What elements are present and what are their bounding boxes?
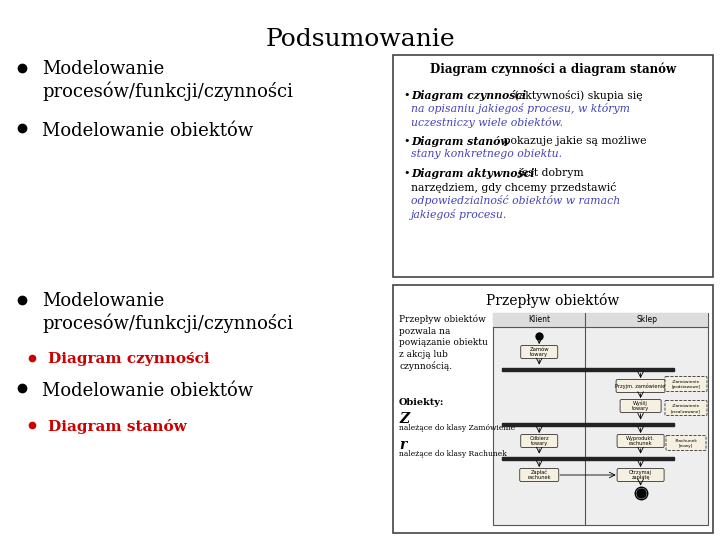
Text: pokazuje jakie są możliwe: pokazuje jakie są możliwe: [500, 136, 647, 146]
Text: jakiegoś procesu.: jakiegoś procesu.: [411, 209, 508, 220]
Text: Diagram stanów: Diagram stanów: [411, 136, 510, 147]
Text: Wyślij
towary: Wyślij towary: [632, 401, 649, 411]
FancyBboxPatch shape: [616, 380, 665, 393]
Text: [podstawowe]: [podstawowe]: [672, 385, 701, 389]
Text: :Zamówienie: :Zamówienie: [672, 380, 700, 384]
FancyBboxPatch shape: [520, 469, 559, 482]
Text: na opisaniu jakiegoś procesu, w którym: na opisaniu jakiegoś procesu, w którym: [411, 104, 630, 114]
FancyBboxPatch shape: [665, 401, 707, 415]
Text: uczestniczy wiele obiektów.: uczestniczy wiele obiektów.: [411, 117, 563, 128]
Text: Z: Z: [399, 412, 409, 426]
FancyBboxPatch shape: [665, 376, 707, 392]
Text: Diagram czynności a diagram stanów: Diagram czynności a diagram stanów: [430, 63, 676, 77]
Text: należące do klasy Rachunek: należące do klasy Rachunek: [399, 450, 507, 458]
Bar: [502, 456, 674, 460]
Text: Otrzymaj
zapłatę: Otrzymaj zapłatę: [629, 470, 652, 480]
Text: Zamów
towary: Zamów towary: [529, 347, 549, 357]
Text: Podsumowanie: Podsumowanie: [265, 28, 455, 51]
FancyBboxPatch shape: [666, 435, 706, 450]
Bar: [393, 285, 713, 533]
Text: Wyprodukt.
rachunek: Wyprodukt. rachunek: [626, 436, 655, 446]
Text: Modelowanie
procesów/funkcji/czynności: Modelowanie procesów/funkcji/czynności: [42, 292, 293, 333]
Text: r: r: [399, 438, 406, 452]
Text: Modelowanie obiektów: Modelowanie obiektów: [42, 122, 253, 140]
Bar: [493, 313, 708, 525]
Text: :Zamówienie: :Zamówienie: [672, 404, 700, 408]
FancyBboxPatch shape: [620, 400, 661, 413]
Text: odpowiedzialność obiektów w ramach: odpowiedzialność obiektów w ramach: [411, 195, 620, 206]
Text: Obiekty:: Obiekty:: [399, 398, 444, 407]
Text: Diagram czynności: Diagram czynności: [48, 352, 210, 366]
Text: :Rachunek: :Rachunek: [675, 439, 698, 443]
Text: Przepływ obiektów
pozwala na
powiązanie obiektu
z akcją lub
czynnością.: Przepływ obiektów pozwala na powiązanie …: [399, 315, 488, 372]
Text: Przepływ obiektów: Przepływ obiektów: [487, 293, 620, 308]
Text: Diagram stanów: Diagram stanów: [48, 419, 186, 434]
FancyBboxPatch shape: [521, 346, 558, 359]
Text: Klient: Klient: [528, 315, 550, 325]
Text: [zrealizowane]: [zrealizowane]: [671, 409, 701, 413]
Bar: [393, 55, 713, 277]
Bar: [502, 368, 674, 370]
Text: Sklep: Sklep: [636, 315, 657, 325]
Text: Modelowanie obiektów: Modelowanie obiektów: [42, 382, 253, 400]
Bar: [493, 313, 708, 327]
Text: Modelowanie
procesów/funkcji/czynności: Modelowanie procesów/funkcji/czynności: [42, 60, 293, 102]
Text: •: •: [403, 168, 410, 178]
Text: •: •: [403, 90, 410, 100]
Text: Diagram czynności: Diagram czynności: [411, 90, 526, 101]
Bar: [502, 422, 674, 426]
Text: jest dobrym: jest dobrym: [515, 168, 584, 178]
Text: Przyjm. zamówienie: Przyjm. zamówienie: [616, 383, 666, 389]
FancyBboxPatch shape: [617, 435, 664, 448]
Text: narzędziem, gdy chcemy przedstawić: narzędziem, gdy chcemy przedstawić: [411, 182, 616, 193]
Text: Zapłać
rachunek: Zapłać rachunek: [528, 470, 551, 481]
Text: •: •: [403, 136, 410, 146]
Text: [nowy]: [nowy]: [679, 444, 693, 448]
Text: Odbierz
towary: Odbierz towary: [529, 436, 549, 446]
Text: stany konkretnego obiektu.: stany konkretnego obiektu.: [411, 150, 562, 159]
Text: Diagram aktywności: Diagram aktywności: [411, 168, 534, 179]
FancyBboxPatch shape: [521, 435, 558, 448]
Text: (aktywności) skupia się: (aktywności) skupia się: [511, 90, 643, 101]
FancyBboxPatch shape: [617, 469, 664, 482]
Text: należące do klasy Zamówienie: należące do klasy Zamówienie: [399, 424, 515, 432]
